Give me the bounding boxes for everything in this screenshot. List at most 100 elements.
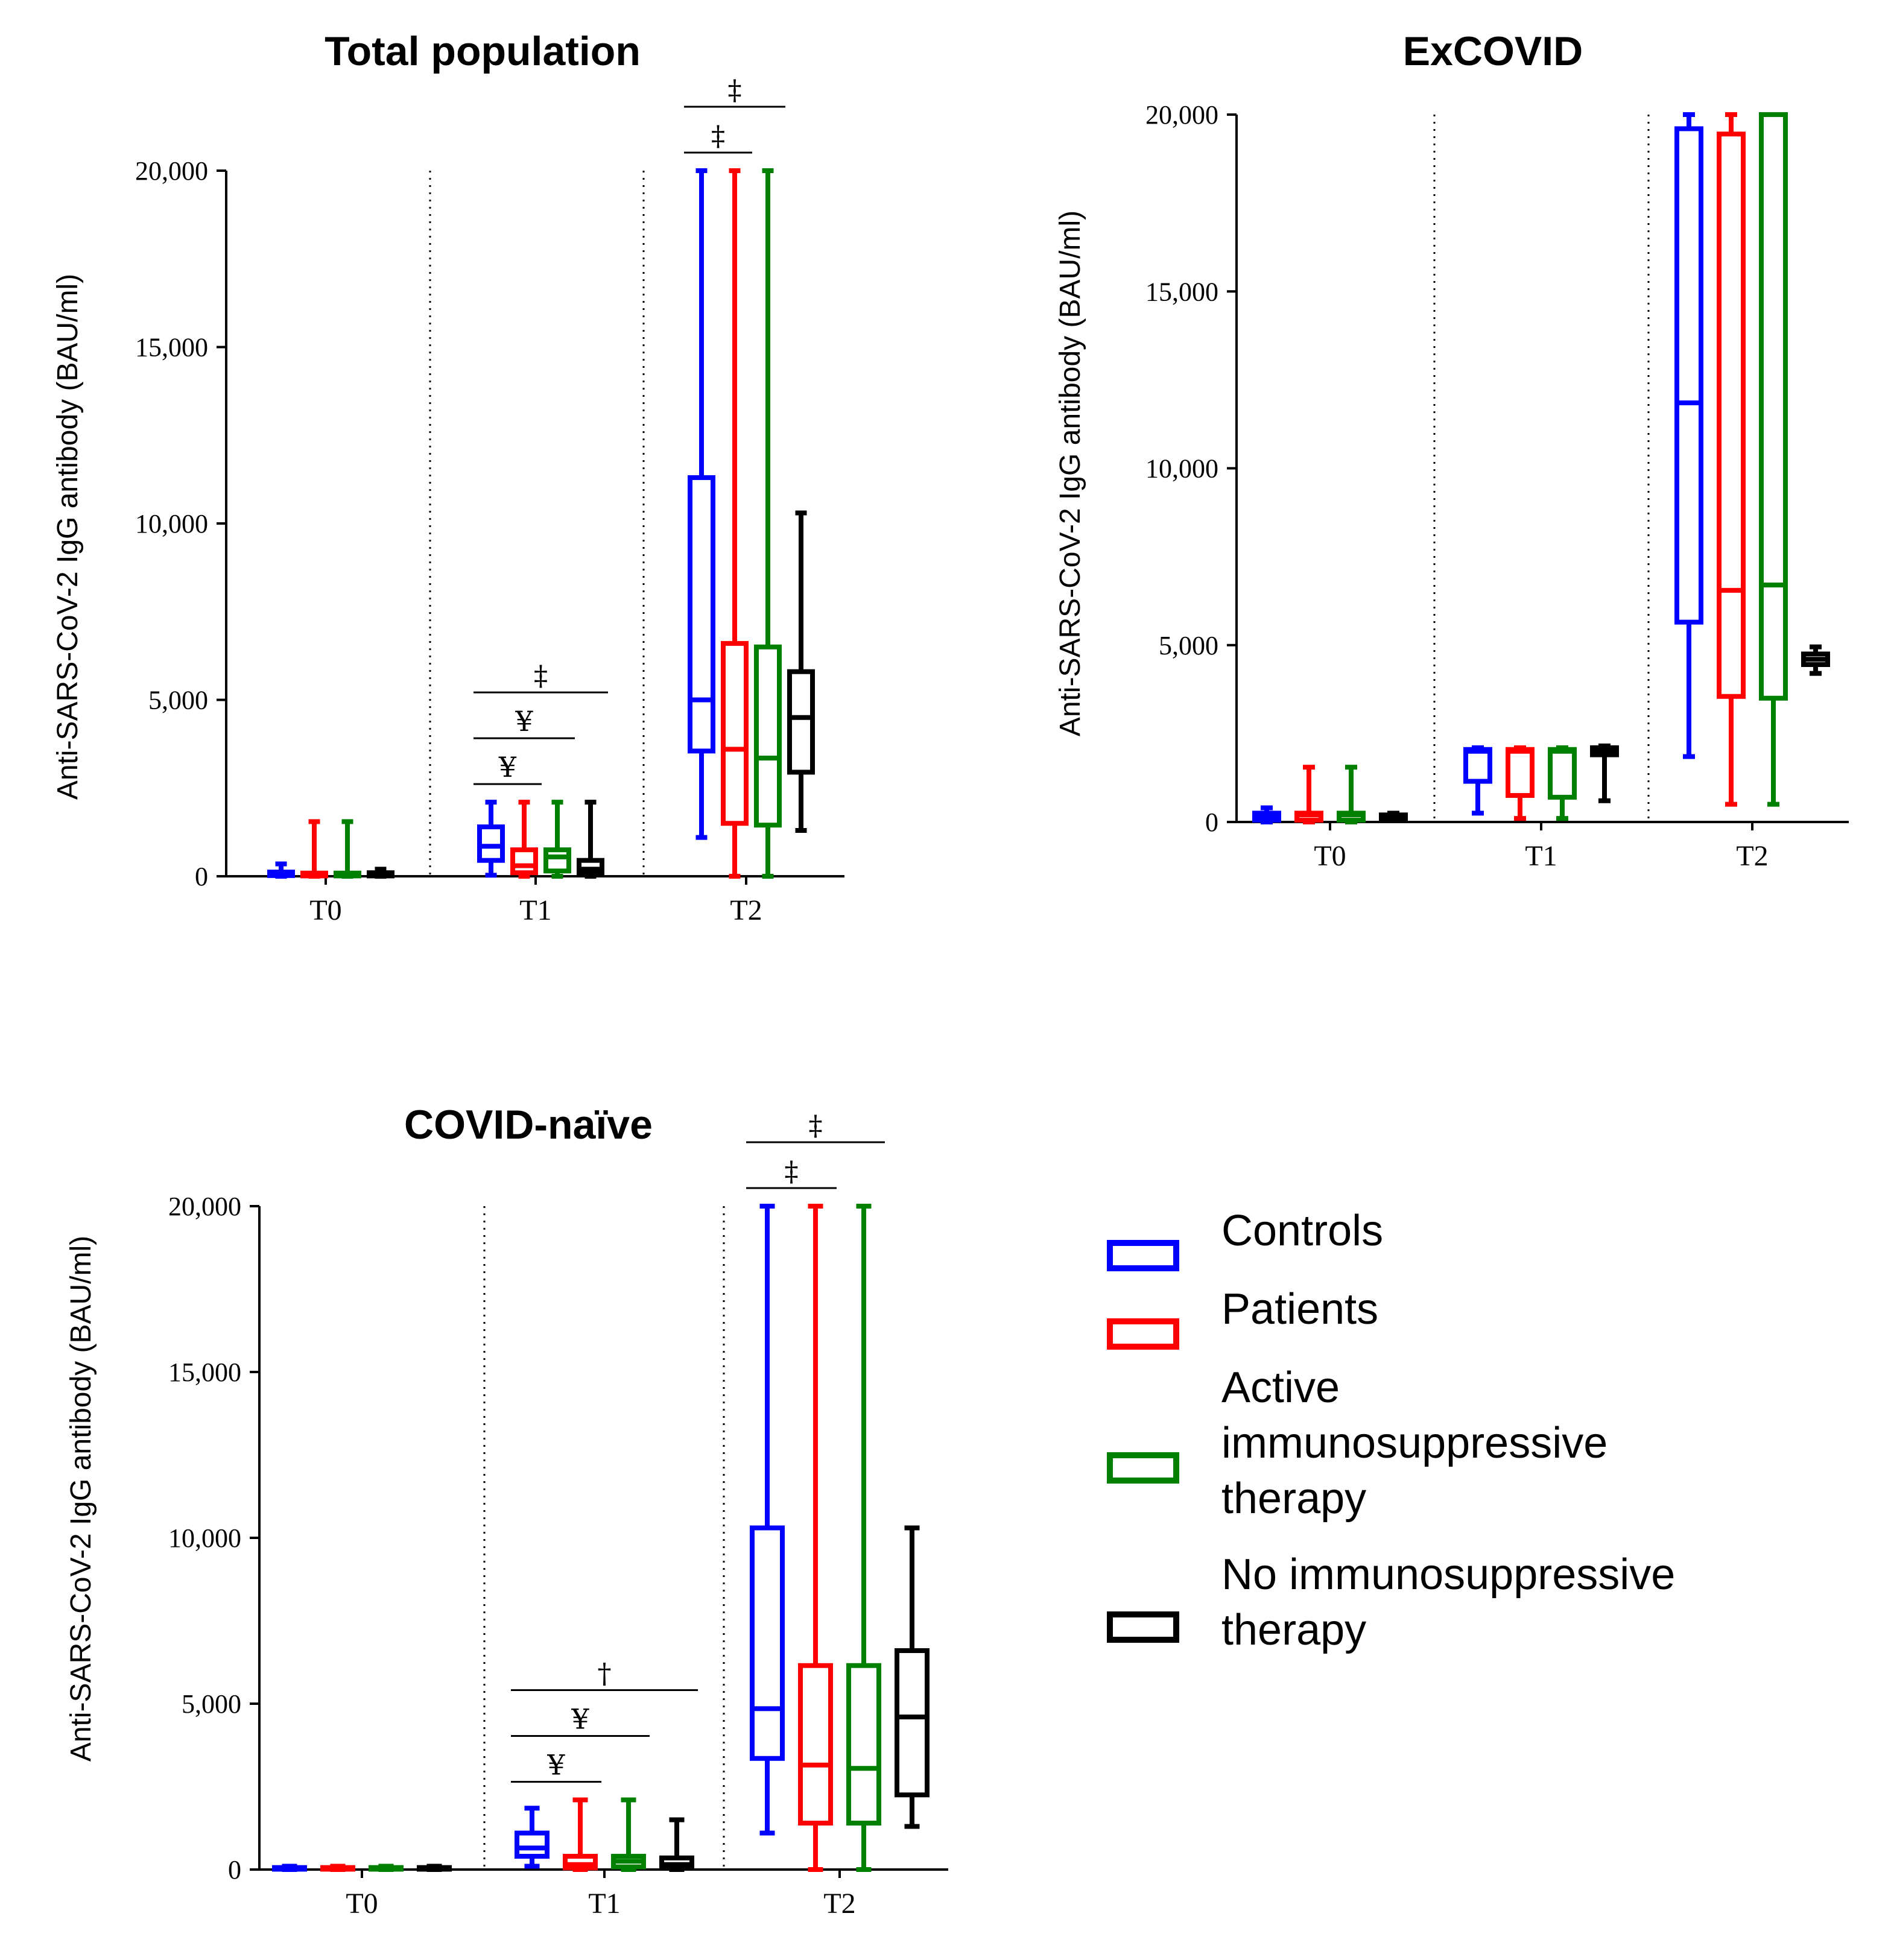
box-iqr — [798, 1663, 833, 1826]
x-tick-label: T1 — [1525, 840, 1557, 872]
box-T1-series-2 — [1548, 745, 1577, 821]
significance-symbol: ‡ — [728, 74, 742, 106]
box-T2-series-0 — [750, 1204, 785, 1836]
y-tick-label: 15,000 — [135, 333, 208, 362]
y-tick-label: 0 — [195, 862, 208, 891]
box-T0-series-1 — [320, 1864, 355, 1872]
y-axis-label: Anti-SARS-CoV-2 IgG antibody (BAU/ml) — [52, 274, 84, 800]
significance-symbol: ‡ — [711, 119, 725, 152]
box-iqr — [1759, 112, 1788, 701]
legend-swatch — [1107, 1452, 1179, 1484]
box-T2-series-2 — [1759, 112, 1788, 807]
x-tick-label: T2 — [823, 1888, 855, 1920]
box-iqr — [515, 1830, 550, 1859]
box-T1-series-1 — [510, 800, 538, 879]
box-T0-series-0 — [1252, 805, 1281, 824]
y-tick-label: 15,000 — [168, 1358, 241, 1387]
legend-label: Active — [1221, 1364, 1340, 1412]
box-T2-series-0 — [688, 168, 715, 840]
legend: Controls Patients Active immunosuppressive t… — [1107, 1207, 1675, 1654]
chart-covid-naive: COVID-naïve Anti-SARS-CoV-2 IgG antibody… — [65, 1102, 948, 1920]
y-tick-label: 0 — [1205, 808, 1218, 837]
box-T1-series-0 — [477, 800, 505, 878]
box-T2-series-3 — [787, 510, 815, 833]
legend-label: No immunosuppressive — [1221, 1551, 1675, 1599]
y-axis-label: Anti-SARS-CoV-2 IgG antibody (BAU/ml) — [65, 1236, 97, 1762]
box-T2-series-3 — [1801, 644, 1830, 676]
y-tick-label: 10,000 — [1145, 454, 1218, 484]
box-T1-series-1 — [1506, 745, 1535, 821]
y-tick-label: 5,000 — [148, 686, 208, 715]
y-axis-label: Anti-SARS-CoV-2 IgG antibody (BAU/ml) — [1054, 210, 1086, 736]
y-tick-label: 20,000 — [1145, 100, 1218, 130]
y-tick-label: 15,000 — [1145, 277, 1218, 306]
legend-swatch — [1107, 1240, 1179, 1271]
box-iqr — [750, 1525, 785, 1761]
box-iqr — [688, 475, 715, 754]
box-T2-series-1 — [1717, 112, 1746, 807]
box-T1-series-2 — [611, 1797, 646, 1872]
y-tick-label: 20,000 — [168, 1192, 241, 1221]
chart-title: ExCOVID — [1403, 28, 1583, 74]
y-tick-label: 10,000 — [168, 1523, 241, 1553]
x-tick-label: T0 — [309, 894, 341, 926]
box-T0-series-2 — [334, 819, 361, 879]
x-tick-label: T2 — [730, 894, 762, 926]
box-T1-series-1 — [563, 1797, 598, 1872]
significance-symbol: ¥ — [546, 1749, 565, 1781]
y-tick-label: 5,000 — [1159, 631, 1218, 660]
box-iqr — [1717, 131, 1746, 699]
significance-symbol: † — [598, 1657, 612, 1690]
box-T2-series-2 — [846, 1204, 881, 1872]
box-iqr — [477, 824, 505, 863]
chart-total-population: Total population Anti-SARS-CoV-2 IgG ant… — [52, 28, 844, 926]
box-iqr — [510, 847, 538, 876]
y-tick-label: 20,000 — [135, 156, 208, 186]
box-T1-series-2 — [543, 800, 571, 879]
box-T0-series-0 — [272, 1864, 307, 1872]
chart-title: COVID-naïve — [404, 1102, 653, 1148]
x-tick-label: T0 — [346, 1888, 378, 1920]
box-T0-series-3 — [417, 1864, 452, 1872]
legend-label: Controls — [1221, 1207, 1383, 1255]
box-T2-series-1 — [798, 1204, 833, 1872]
box-iqr — [1506, 747, 1535, 798]
x-tick-label: T2 — [1736, 840, 1768, 872]
box-T2-series-0 — [1674, 112, 1703, 759]
box-T0-series-0 — [267, 861, 295, 879]
significance-symbol: ‡ — [534, 659, 548, 692]
significance-symbol: ¥ — [498, 751, 517, 783]
chart-title: Total population — [325, 28, 641, 74]
box-T0-series-1 — [1294, 765, 1323, 824]
significance-symbol: ¥ — [571, 1703, 589, 1736]
box-T0-series-1 — [300, 819, 328, 879]
box-T2-series-3 — [895, 1525, 930, 1829]
box-iqr — [787, 669, 815, 775]
box-T0-series-2 — [369, 1864, 404, 1872]
box-iqr — [1674, 126, 1703, 625]
box-T2-series-1 — [721, 168, 749, 879]
x-tick-label: T0 — [1314, 840, 1346, 872]
box-T1-series-3 — [1590, 743, 1619, 803]
significance-symbol: ‡ — [785, 1155, 799, 1187]
x-tick-label: T1 — [588, 1888, 620, 1920]
box-T1-series-0 — [515, 1806, 550, 1869]
box-iqr — [1548, 747, 1577, 800]
significance-symbol: ‡ — [809, 1109, 823, 1142]
box-T1-series-3 — [577, 800, 604, 879]
legend-label: Patients — [1221, 1285, 1378, 1333]
x-tick-label: T1 — [519, 894, 551, 926]
legend-swatch — [1107, 1611, 1179, 1643]
box-iqr — [1463, 747, 1492, 784]
legend-swatch — [1107, 1318, 1179, 1350]
box-T0-series-3 — [1379, 811, 1408, 823]
box-iqr — [846, 1663, 881, 1826]
box-T2-series-2 — [754, 168, 782, 879]
legend-label: immunosuppressive — [1221, 1419, 1608, 1467]
box-iqr — [754, 644, 782, 828]
y-tick-label: 5,000 — [182, 1689, 241, 1719]
y-tick-label: 10,000 — [135, 509, 208, 539]
legend-label: therapy — [1221, 1606, 1366, 1654]
box-iqr — [543, 847, 571, 874]
